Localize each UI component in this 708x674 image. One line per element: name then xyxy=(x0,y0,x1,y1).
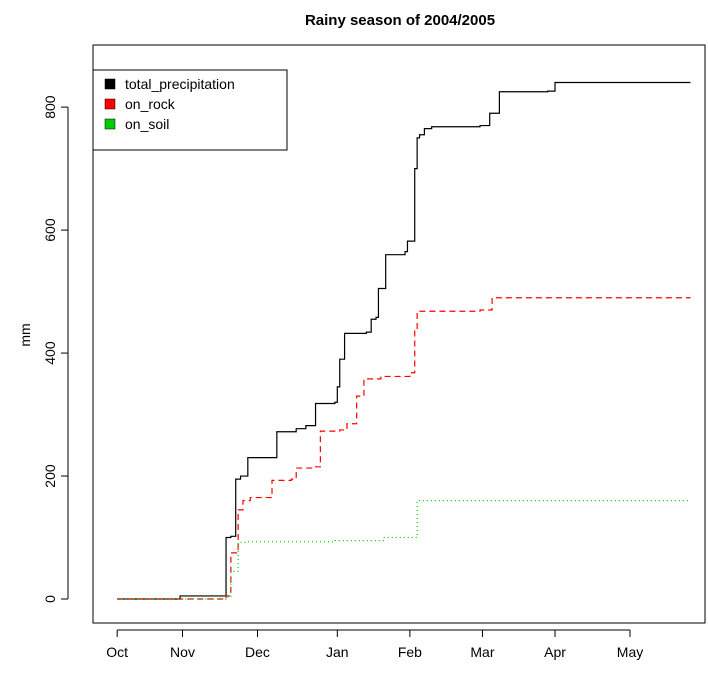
legend-swatch xyxy=(104,98,116,110)
y-tick-label: 0 xyxy=(42,595,58,603)
x-tick-label: Feb xyxy=(398,644,422,660)
y-tick-label: 600 xyxy=(42,218,58,242)
legend-swatch xyxy=(104,118,116,130)
series-line xyxy=(117,297,691,600)
x-tick-label: Mar xyxy=(470,644,494,660)
x-tick-label: Oct xyxy=(106,644,128,660)
legend-label: total_precipitation xyxy=(125,76,235,92)
series-line xyxy=(117,500,691,600)
plot-frame xyxy=(92,44,706,624)
legend-box xyxy=(92,69,288,151)
chart-title: Rainy season of 2004/2005 xyxy=(305,12,495,29)
y-axis-label: mm xyxy=(17,323,33,346)
legend-label: on_soil xyxy=(125,116,169,132)
legend-label: on_rock xyxy=(125,96,176,112)
y-tick-label: 400 xyxy=(42,341,58,365)
series-line xyxy=(117,81,691,600)
x-tick-label: May xyxy=(617,644,643,660)
legend-swatch xyxy=(104,78,116,90)
y-tick-label: 800 xyxy=(42,95,58,119)
y-tick-label: 200 xyxy=(42,464,58,488)
x-tick-label: Jan xyxy=(326,644,349,660)
x-tick-label: Dec xyxy=(245,644,270,660)
x-tick-label: Apr xyxy=(544,644,566,660)
x-tick-label: Nov xyxy=(170,644,195,660)
